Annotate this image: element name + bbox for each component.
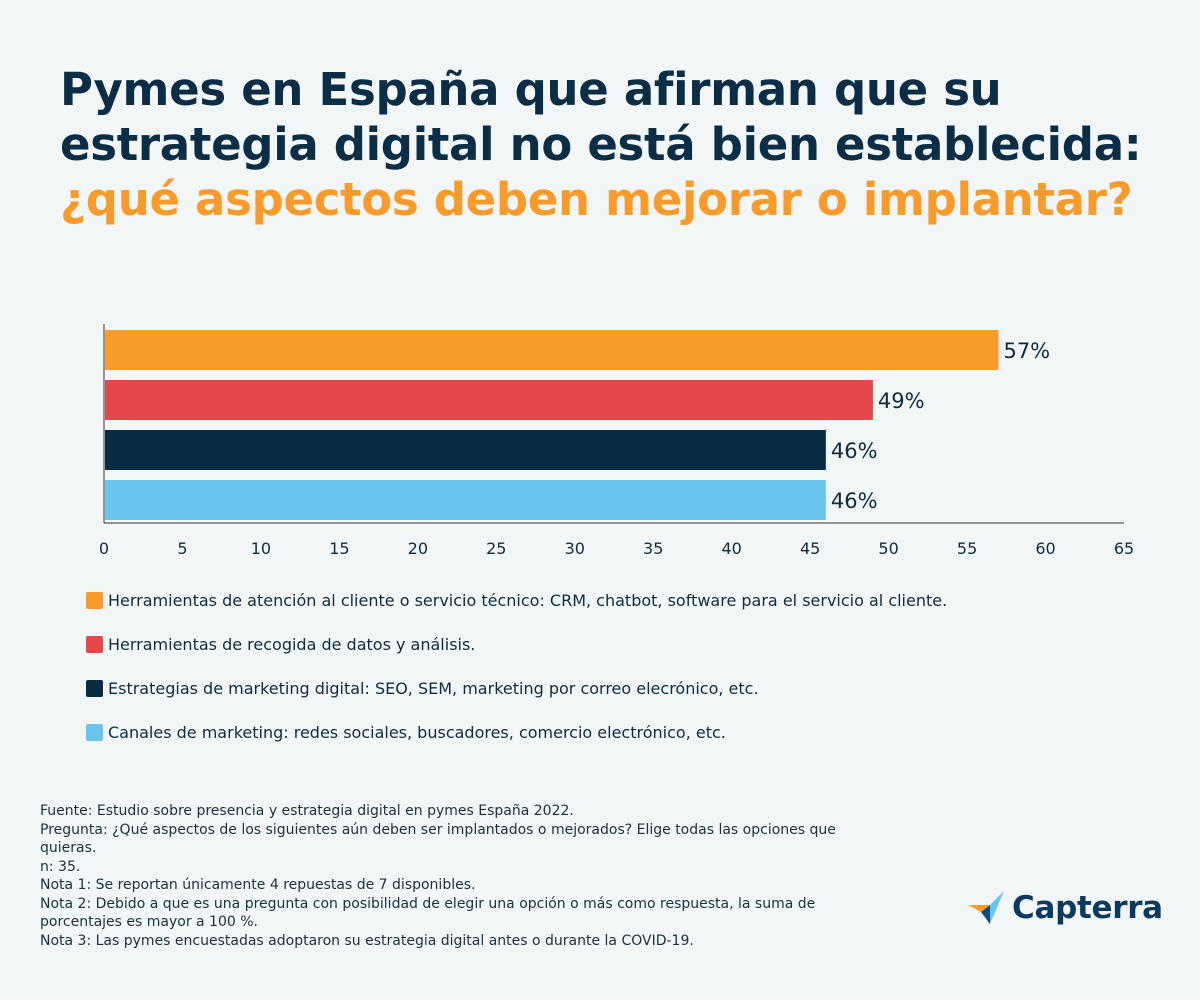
bar-value-label: 49%	[878, 389, 925, 413]
x-tick-label: 35	[643, 539, 663, 558]
bar	[105, 330, 999, 370]
x-tick-label: 40	[722, 539, 742, 558]
capterra-logo: Capterra	[966, 888, 1163, 928]
x-tick-label: 60	[1035, 539, 1055, 558]
bar-value-label: 46%	[831, 489, 878, 513]
footnote-question: Pregunta: ¿Qué aspectos de los siguiente…	[40, 821, 836, 857]
legend-label: Canales de marketing: redes sociales, bu…	[108, 722, 726, 742]
legend-label: Herramientas de recogida de datos y anál…	[108, 634, 476, 654]
chart-legend: Herramientas de atención al cliente o se…	[86, 578, 947, 754]
footnote-note-1: Nota 1: Se reportan únicamente 4 repuest…	[40, 877, 476, 893]
legend-swatch	[86, 679, 103, 697]
bar-value-label: 57%	[1003, 339, 1050, 363]
x-tick-label: 0	[99, 539, 109, 558]
legend-label: Herramientas de atención al cliente o se…	[108, 590, 948, 610]
legend-item: Herramientas de recogida de datos y anál…	[86, 622, 947, 666]
footnote-source: Fuente: Estudio sobre presencia y estrat…	[40, 803, 574, 819]
title-line-3: ¿qué aspectos deben mejorar o implantar?	[60, 173, 1133, 226]
bar-value-label: 46%	[831, 439, 878, 463]
legend-swatch	[86, 591, 103, 609]
chart-title: Pymes en España que afirman que su estra…	[60, 62, 1160, 227]
bar	[105, 380, 873, 420]
x-tick-label: 30	[565, 539, 585, 558]
x-tick-label: 5	[177, 539, 187, 558]
legend-swatch	[86, 723, 103, 741]
bar	[105, 430, 826, 470]
footnote-note-3: Nota 3: Las pymes encuestadas adoptaron …	[40, 932, 694, 949]
x-tick-label: 25	[486, 539, 506, 558]
bar-chart: 57% 49% 46% 46% 0 5 10 15 20 25 30 35 40 45 50 55 60 65	[99, 324, 1134, 558]
legend-swatch	[86, 635, 103, 653]
title-line-2: estrategia digital no está bien establec…	[60, 118, 1142, 171]
legend-item: Herramientas de atención al cliente o se…	[86, 578, 947, 622]
x-tick-label: 10	[251, 539, 271, 558]
footnote-sample-size: n: 35.	[40, 858, 81, 875]
bar	[105, 480, 826, 520]
x-tick-label: 50	[878, 539, 898, 558]
x-tick-label: 20	[408, 539, 428, 558]
title-line-1: Pymes en España que afirman que su	[60, 63, 1002, 116]
x-tick-label: 15	[329, 539, 349, 558]
capterra-wordmark: Capterra	[1012, 890, 1163, 926]
legend-item: Canales de marketing: redes sociales, bu…	[86, 710, 947, 754]
capterra-logo-icon	[968, 891, 1004, 924]
legend-item: Estrategias de marketing digital: SEO, S…	[86, 666, 947, 710]
legend-label: Estrategias de marketing digital: SEO, S…	[108, 678, 759, 698]
footnotes: Fuente: Estudio sobre presencia y estrat…	[40, 802, 890, 950]
x-tick-label: 65	[1114, 539, 1134, 558]
x-tick-label: 45	[800, 539, 820, 558]
x-tick-label: 55	[957, 539, 977, 558]
footnote-note-2: Nota 2: Debido a que es una pregunta con…	[40, 895, 816, 931]
